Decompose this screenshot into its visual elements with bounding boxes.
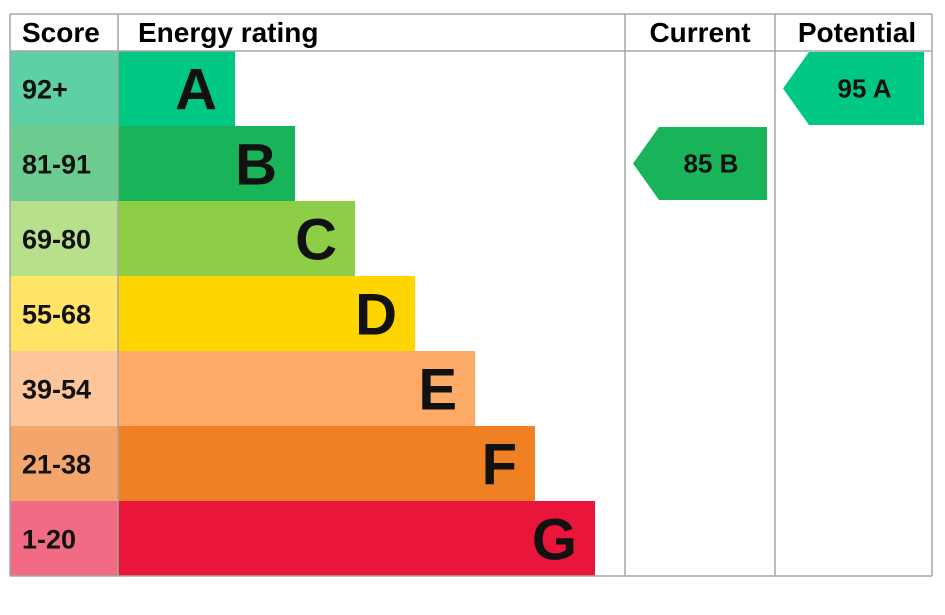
current-rating-arrow (633, 127, 767, 200)
score-cell-c (10, 201, 118, 276)
current-rating-label: 85 B (684, 149, 739, 179)
potential-rating-arrow (783, 52, 924, 125)
score-range-d: 55-68 (22, 300, 91, 330)
band-bar-c (118, 201, 355, 276)
score-cell-a (10, 51, 118, 126)
score-range-g: 1-20 (22, 525, 76, 555)
band-bar-d (118, 276, 415, 351)
score-range-f: 21-38 (22, 450, 91, 480)
header-current: Current (649, 17, 750, 48)
score-range-c: 69-80 (22, 225, 91, 255)
score-cell-f (10, 426, 118, 501)
band-bar-a (118, 51, 235, 126)
band-bar-b (118, 126, 295, 201)
table-gridlines (9, 13, 933, 577)
band-bar-e (118, 351, 475, 426)
score-cell-d (10, 276, 118, 351)
score-range-b: 81-91 (22, 150, 91, 180)
band-letter-a: A (175, 58, 217, 123)
score-cell-e (10, 351, 118, 426)
score-range-e: 39-54 (22, 375, 91, 405)
band-letter-b: B (235, 133, 277, 198)
band-letter-d: D (355, 283, 397, 348)
header-potential: Potential (798, 17, 916, 48)
band-letter-f: F (482, 433, 517, 498)
band-letter-e: E (418, 358, 457, 423)
band-letter-c: C (295, 208, 337, 273)
band-letter-g: G (532, 508, 577, 573)
header-score: Score (22, 17, 100, 48)
header-energy-rating: Energy rating (138, 17, 318, 48)
potential-rating-label: 95 A (838, 74, 892, 104)
rating-arrows: 85 B 95 A (633, 52, 924, 200)
rating-bands: 92+ A 81-91 B 69-80 C 55-68 D 39-54 E 21-38 F 1-20 G (10, 51, 595, 576)
score-range-a: 92+ (22, 75, 68, 105)
band-bar-f (118, 426, 535, 501)
score-cell-g (10, 501, 118, 576)
band-bar-g (118, 501, 595, 576)
score-cell-b (10, 126, 118, 201)
